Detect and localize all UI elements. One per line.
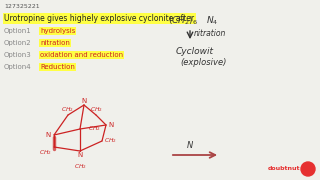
Text: hydrolysis: hydrolysis: [40, 28, 76, 34]
Text: Cyclowit: Cyclowit: [176, 47, 214, 56]
Text: (explosive): (explosive): [180, 58, 226, 67]
Text: nitration: nitration: [40, 40, 70, 46]
Text: N: N: [81, 98, 87, 104]
Text: Option2: Option2: [4, 40, 32, 46]
Text: $CH_2$: $CH_2$: [90, 105, 102, 114]
Text: Urotropine gives highely explosive cyclonite after: Urotropine gives highely explosive cyclo…: [4, 14, 194, 23]
Text: $CH_2$: $CH_2$: [104, 137, 117, 145]
Circle shape: [301, 162, 315, 176]
Text: nitration: nitration: [194, 29, 226, 38]
Text: $CH_2$: $CH_2$: [39, 148, 52, 157]
Text: Option4: Option4: [4, 64, 32, 70]
Text: d: d: [305, 165, 311, 174]
Text: N: N: [46, 132, 51, 138]
Text: $CH_2$: $CH_2$: [74, 162, 86, 171]
Text: doubtnut: doubtnut: [268, 166, 300, 172]
Text: $(CH_2)_6$: $(CH_2)_6$: [168, 14, 198, 26]
Text: Reduction: Reduction: [40, 64, 75, 70]
Text: Option1: Option1: [4, 28, 32, 34]
Text: $CH_2$: $CH_2$: [60, 105, 73, 114]
Text: N: N: [108, 122, 113, 128]
Text: $CH_2$: $CH_2$: [88, 125, 101, 133]
Text: 127325221: 127325221: [4, 4, 40, 9]
Text: N: N: [77, 152, 83, 158]
Text: oxidation and reduction: oxidation and reduction: [40, 52, 123, 58]
Text: N: N: [187, 141, 193, 150]
Text: $N_4$: $N_4$: [206, 14, 218, 26]
Text: Option3: Option3: [4, 52, 32, 58]
